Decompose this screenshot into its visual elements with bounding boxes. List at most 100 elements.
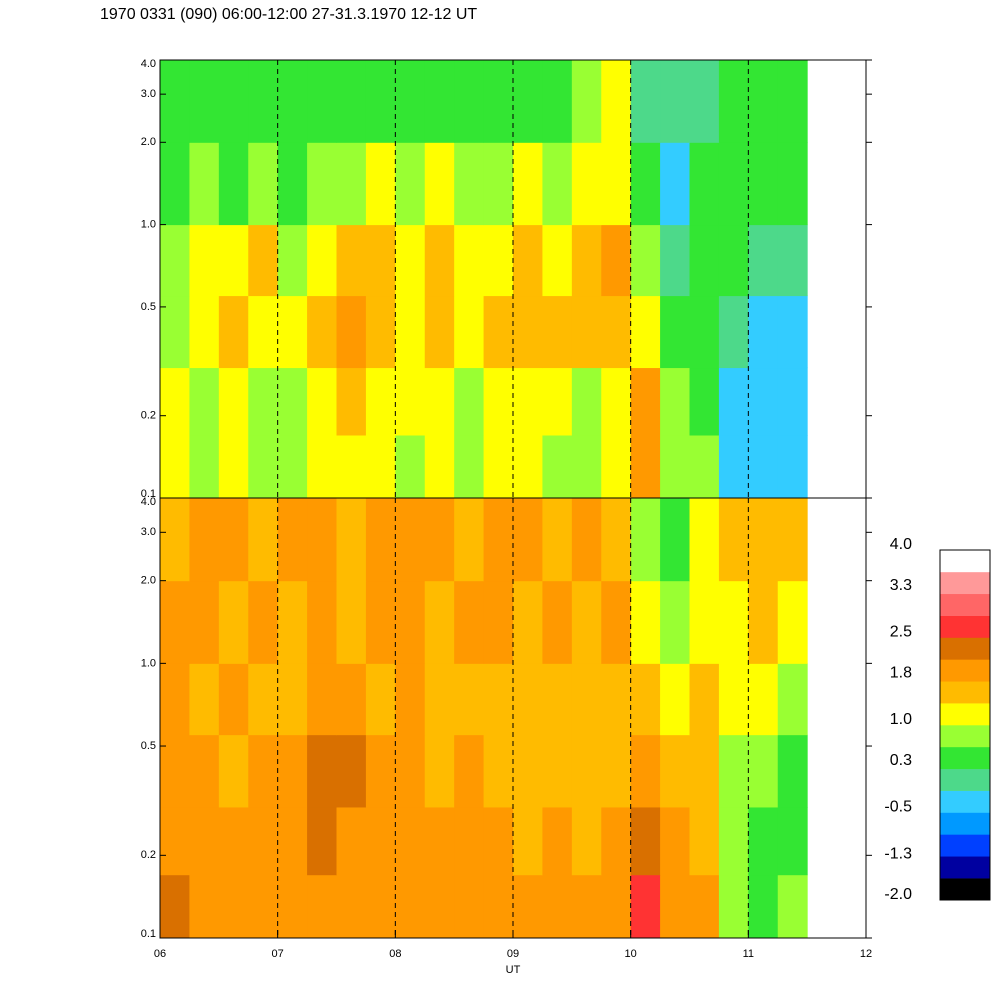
heat-cell — [365, 434, 396, 499]
heat-cell — [277, 367, 308, 436]
colorbar-label: -2.0 — [884, 886, 912, 903]
heat-cell — [395, 734, 426, 808]
heat-cell — [689, 498, 720, 582]
x-tick-label: 10 — [625, 948, 637, 960]
colorbar-label: -0.5 — [884, 799, 912, 816]
y-tick-label: 4.0 — [141, 58, 156, 70]
heat-cell — [365, 295, 396, 369]
heat-cell — [424, 142, 455, 226]
heat-cell — [483, 224, 514, 297]
heat-cell — [189, 434, 220, 499]
heat-cell — [718, 580, 749, 664]
colorbar-segment — [940, 834, 990, 857]
heat-cell — [336, 295, 367, 369]
heat-cell — [218, 806, 249, 876]
heat-cell — [513, 60, 543, 143]
heat-cell — [689, 295, 720, 369]
heat-cell — [218, 734, 249, 808]
heat-cell — [160, 734, 190, 808]
heat-cell — [336, 806, 367, 876]
heat-cell — [365, 734, 396, 808]
heat-cell — [777, 434, 808, 499]
heat-cell — [336, 60, 367, 143]
heat-cell — [630, 498, 661, 582]
heat-cell — [483, 663, 514, 736]
heat-cell — [424, 806, 455, 876]
heat-cell — [601, 142, 632, 226]
y-tick-label: 0.5 — [141, 301, 156, 313]
x-tick-label: 09 — [507, 948, 519, 960]
heat-cell — [160, 367, 190, 436]
heat-cell — [454, 734, 485, 808]
heat-cell — [542, 580, 573, 664]
heat-cell — [571, 295, 602, 369]
heat-cell — [365, 806, 396, 876]
heat-cell — [689, 874, 720, 939]
heat-cell — [307, 295, 337, 369]
heat-cell — [454, 806, 485, 876]
x-axis-label: UT — [506, 964, 521, 976]
heat-cell — [601, 498, 632, 582]
colorbar-label: 1.0 — [890, 711, 912, 728]
heat-cell — [365, 580, 396, 664]
y-tick-label: 3.0 — [141, 88, 156, 100]
heat-cell — [424, 367, 455, 436]
heat-cell — [160, 60, 190, 143]
heat-cell — [218, 498, 249, 582]
heat-cell — [630, 142, 661, 226]
heat-cell — [571, 60, 602, 143]
heat-cell — [454, 367, 485, 436]
heat-cell — [307, 806, 337, 876]
heat-cell — [483, 295, 514, 369]
heat-cell — [542, 295, 573, 369]
heat-cell — [542, 142, 573, 226]
heat-cell — [718, 295, 749, 369]
heat-cell — [630, 295, 661, 369]
heat-cell — [307, 580, 337, 664]
heat-cell — [307, 434, 337, 499]
heat-cell — [248, 224, 279, 297]
heat-cell — [395, 60, 426, 143]
heat-cell — [277, 734, 308, 808]
heat-cell — [218, 142, 249, 226]
heat-cell — [571, 367, 602, 436]
heat-cell — [336, 224, 367, 297]
heat-cell — [189, 498, 220, 582]
heat-cell — [336, 734, 367, 808]
heat-cell — [689, 663, 720, 736]
heat-cell — [571, 874, 602, 939]
heat-cell — [601, 806, 632, 876]
heat-cell — [189, 734, 220, 808]
heat-cell — [365, 663, 396, 736]
heat-cell — [454, 434, 485, 499]
heat-cell — [513, 367, 543, 436]
heat-cell — [718, 663, 749, 736]
heat-cell — [277, 60, 308, 143]
y-tick-label: 3.0 — [141, 526, 156, 538]
heat-cell — [365, 142, 396, 226]
heat-cell — [777, 224, 808, 297]
chart-title: 1970 0331 (090) 06:00-12:00 27-31.3.1970… — [100, 6, 477, 23]
heat-cell — [718, 806, 749, 876]
heat-cell — [160, 874, 190, 939]
heat-cell — [513, 580, 543, 664]
heat-cell — [483, 142, 514, 226]
heat-cell — [542, 663, 573, 736]
heat-cell — [454, 498, 485, 582]
heat-cell — [777, 580, 808, 664]
colorbar-segment — [940, 746, 990, 770]
colorbar-label: 4.0 — [890, 536, 912, 553]
heat-cell — [395, 874, 426, 939]
heat-cell — [601, 224, 632, 297]
heat-cell — [454, 663, 485, 736]
heat-cell — [189, 295, 220, 369]
heat-cell — [542, 734, 573, 808]
heat-cell — [689, 224, 720, 297]
x-tick-label: 08 — [389, 948, 401, 960]
heat-cell — [395, 224, 426, 297]
heat-cell — [307, 224, 337, 297]
heat-cell — [748, 295, 779, 369]
heat-cell — [454, 142, 485, 226]
heat-cell — [248, 734, 279, 808]
heat-cell — [218, 434, 249, 499]
